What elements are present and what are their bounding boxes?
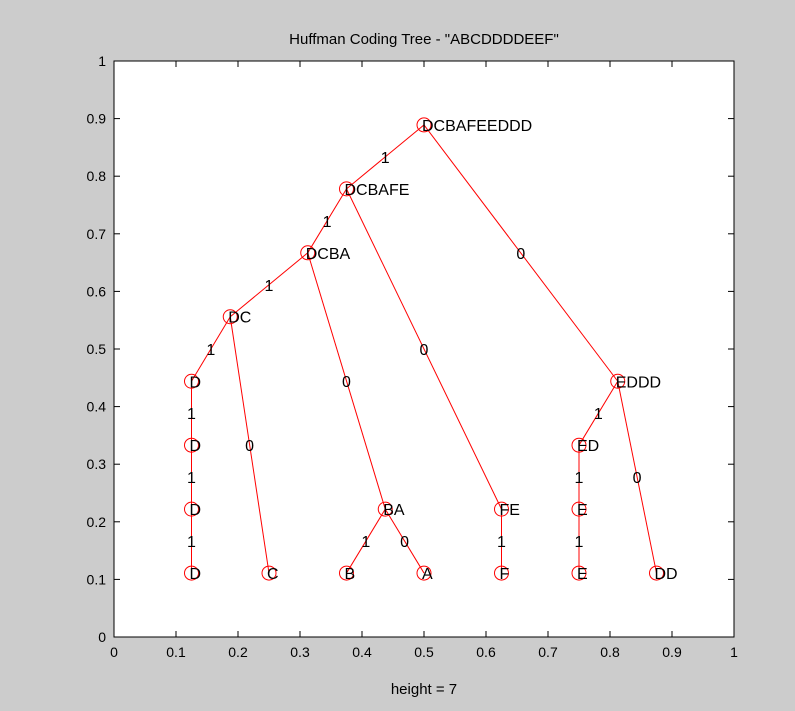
y-tick-label: 0.5 [87,341,107,357]
tree-edge [384,508,425,574]
edge-label: 0 [342,374,351,391]
tree-node-label: E [577,566,588,583]
tree-node-marker [222,309,238,325]
tree-node-marker [184,501,199,517]
tree-node-label: D [190,438,202,455]
tree-node-label: EDDD [616,374,661,391]
tree-node-label: FE [500,502,520,519]
tree-node-marker [184,373,199,389]
tree-node-label: E [577,502,588,519]
edge-label: 1 [575,534,584,551]
tree-node-marker [416,117,432,133]
edge-label: 1 [381,150,390,167]
tree-nodes [184,117,664,581]
tree-edge [346,508,386,574]
tree-node-marker [416,565,432,581]
edge-label: 1 [497,534,506,551]
tree-node-marker [571,501,587,517]
y-tick-label: 0.9 [87,111,107,127]
y-tick-label: 0.1 [87,571,107,587]
tree-node-label: DCBA [306,246,351,263]
tree-node-label: DC [228,310,251,327]
tree-node-label: D [190,374,202,391]
tree-edge [307,188,347,254]
axes-ticks: 0 0.1 0.2 0.3 0.4 0.5 0.6 0.7 0.8 0.9 1 0 0.1 0.2 0.3 0… [87,53,739,660]
tree-node-marker [339,181,354,197]
edge-label: 0 [516,246,525,263]
edge-label: 1 [206,342,215,359]
tree-node-marker [377,501,393,517]
tree-node-label: A [422,566,433,583]
x-tick-label: 0.4 [352,644,372,660]
tree-edge [578,380,619,446]
edge-label: 0 [245,438,254,455]
tree-edge [229,316,270,574]
tree-edge [229,252,309,318]
tree-node-label: D [190,566,202,583]
edge-label: 0 [633,470,642,487]
tree-node-marker [339,565,354,581]
edge-label: 0 [420,342,429,359]
tree-node-label: C [267,566,279,583]
tree-node-marker [261,565,277,581]
tree-node-marker [610,373,626,389]
tree-node-marker [649,565,664,581]
tree-node-marker [184,565,199,581]
tree-node-label: DCBAFEEDDD [422,118,532,135]
tree-edge [346,188,502,510]
tree-node-marker [184,437,199,453]
x-tick-label: 1 [730,644,738,660]
tree-edge [307,252,386,510]
tree-node-marker [571,565,587,581]
x-axis-label: height = 7 [391,681,457,698]
y-tick-label: 0.6 [87,283,107,299]
tree-edge [617,381,657,574]
edge-label: 1 [575,470,584,487]
tree-node-marker [571,437,587,453]
x-tick-label: 0.1 [166,644,186,660]
tree-edge [346,124,425,190]
chart-title: Huffman Coding Tree - "ABCDDDDEEF" [289,31,559,48]
x-tick-label: 0.2 [228,644,248,660]
x-tick-label: 0.5 [414,644,434,660]
x-tick-label: 0.3 [290,644,310,660]
x-tick-label: 0 [110,644,118,660]
edge-label: 1 [594,406,603,423]
y-tick-label: 0.8 [87,168,107,184]
edge-label: 0 [400,534,409,551]
tree-node-label: F [500,566,510,583]
tree-node-marker [300,245,316,261]
tree-node-marker [494,501,509,517]
tree-node-marker [494,565,509,581]
y-tick-label: 0.3 [87,456,107,472]
y-tick-label: 0.7 [87,226,107,242]
edge-label: 1 [361,534,370,551]
y-tick-label: 0.2 [87,514,107,530]
edge-label: 1 [323,214,332,231]
tree-node-label: BA [383,502,405,519]
tree-node-label: D [190,502,202,519]
edge-label: 1 [265,278,274,295]
y-tick-label: 0 [98,629,106,645]
x-tick-label: 0.8 [600,644,620,660]
tree-node-label: B [345,566,356,583]
tree-edge [191,316,231,382]
edge-label: 1 [187,470,196,487]
edge-label: 1 [187,406,196,423]
y-tick-label: 0.4 [87,399,107,415]
tree-edge-labels: 1 0 1 0 1 0 1 0 1 1 1 1 0 1 1 0 1 1 [187,150,642,551]
x-tick-label: 0.7 [538,644,558,660]
edge-label: 1 [187,534,196,551]
tree-node-label: DCBAFE [345,182,410,199]
tree-node-label: DD [655,566,678,583]
y-tick-label: 1 [98,53,106,69]
tree-edges [191,124,657,574]
x-tick-label: 0.9 [662,644,682,660]
tree-node-label: ED [577,438,599,455]
x-tick-label: 0.6 [476,644,496,660]
tree-edge [423,124,619,382]
